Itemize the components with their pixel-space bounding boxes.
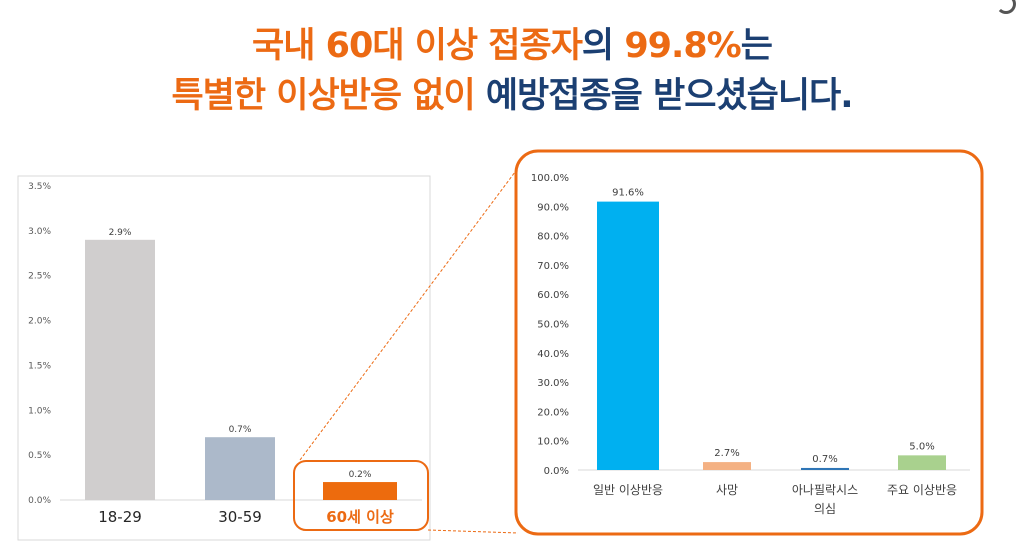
right-y-tick-label: 10.0% bbox=[537, 437, 569, 448]
right-bar-일반 이상반응 bbox=[597, 201, 659, 470]
right-x-label-line: 아나필락시스 bbox=[792, 483, 858, 497]
right-bar-value-label: 0.7% bbox=[812, 454, 837, 465]
right-chart-frame bbox=[514, 149, 984, 536]
headline-line-1-segment-0: 국내 60대 이상 접종자 bbox=[252, 26, 583, 66]
left-x-label: 18-29 bbox=[98, 508, 142, 526]
left-y-tick-label: 2.0% bbox=[28, 317, 51, 327]
right-y-tick-label: 100.0% bbox=[531, 173, 569, 184]
headline-line-1-segment-1: 의 bbox=[581, 26, 625, 66]
left-bar-30-59 bbox=[205, 437, 275, 500]
right-y-tick-label: 50.0% bbox=[537, 320, 569, 331]
right-bar-아나필락시스 의심 bbox=[801, 467, 849, 470]
right-bar-value-label: 2.7% bbox=[714, 448, 739, 459]
right-x-label-line: 사망 bbox=[716, 483, 738, 497]
right-y-tick-label: 20.0% bbox=[537, 407, 569, 418]
right-x-label-line: 주요 이상반응 bbox=[887, 483, 957, 497]
connector-line-top bbox=[299, 167, 519, 461]
left-bar-value-label: 2.9% bbox=[109, 228, 132, 238]
right-x-label-line: 일반 이상반응 bbox=[593, 483, 663, 497]
corner-arc-icon bbox=[996, 0, 1016, 14]
left-y-tick-label: 2.5% bbox=[28, 272, 51, 282]
left-chart-frame bbox=[17, 175, 431, 541]
headline-line-1: 국내 60대 이상 접종자의 99.8%는 bbox=[0, 24, 1024, 68]
right-y-tick-label: 90.0% bbox=[537, 202, 569, 213]
left-bar-value-label: 0.7% bbox=[229, 425, 252, 435]
right-y-tick-label: 80.0% bbox=[537, 232, 569, 243]
right-y-tick-label: 30.0% bbox=[537, 378, 569, 389]
left-bar-value-label: 0.2% bbox=[349, 470, 372, 480]
right-bar-value-label: 5.0% bbox=[909, 441, 934, 452]
right-y-tick-label: 70.0% bbox=[537, 261, 569, 272]
left-y-tick-label: 3.5% bbox=[28, 182, 51, 192]
left-y-tick-label: 0.0% bbox=[28, 496, 51, 506]
right-bar-주요 이상반응 bbox=[898, 455, 946, 470]
headline-line-2-segment-1: 예방접종을 받으셨습니다. bbox=[485, 76, 854, 116]
right-y-tick-label: 60.0% bbox=[537, 290, 569, 301]
left-y-tick-label: 1.5% bbox=[28, 361, 51, 371]
headline-line-2: 특별한 이상반응 없이 예방접종을 받으셨습니다. bbox=[0, 74, 1024, 118]
left-y-tick-label: 1.0% bbox=[28, 406, 51, 416]
left-x-label: 30-59 bbox=[218, 508, 262, 526]
right-bar-사망 bbox=[703, 462, 751, 470]
left-y-tick-label: 3.0% bbox=[28, 227, 51, 237]
left-y-tick-label: 0.5% bbox=[28, 451, 51, 461]
left-bar-60세 이상 bbox=[323, 482, 397, 500]
left-bar-18-29 bbox=[85, 239, 155, 501]
right-y-tick-label: 40.0% bbox=[537, 349, 569, 360]
connector-line-bottom bbox=[427, 529, 519, 534]
right-x-label-line: 의심 bbox=[814, 502, 836, 516]
headline-line-1-segment-3: 는 bbox=[740, 26, 773, 66]
right-bar-value-label: 91.6% bbox=[612, 188, 644, 199]
right-y-tick-label: 0.0% bbox=[544, 466, 569, 477]
headline-line-2-segment-0: 특별한 이상반응 없이 bbox=[171, 76, 486, 116]
left-x-label-highlight: 60세 이상 bbox=[326, 508, 394, 526]
headline-line-1-segment-2: 99.8% bbox=[624, 26, 741, 66]
highlight-box bbox=[293, 460, 429, 531]
